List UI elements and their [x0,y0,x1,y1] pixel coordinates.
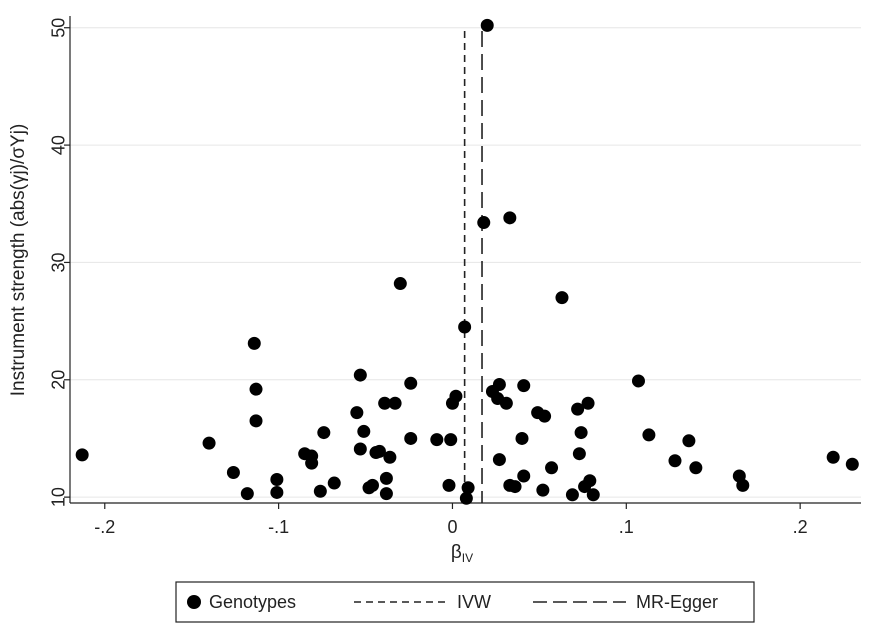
data-point [682,434,696,448]
data-point [736,478,750,492]
data-point [317,426,331,440]
data-point [642,428,656,442]
grid-lines [70,27,861,498]
data-point [458,320,472,334]
data-point [586,488,600,502]
data-point [365,478,379,492]
data-point [845,457,859,471]
data-point [459,491,473,505]
data-point [449,389,463,403]
data-point [555,291,569,305]
data-point [565,488,579,502]
data-point [357,424,371,438]
y-axis-title: Instrument strength (abs(γj)/σYj) [8,124,29,397]
data-point [508,480,522,494]
data-point [247,336,261,350]
data-point [517,379,531,393]
legend-box [175,581,755,623]
y-tick-label: 30 [49,252,69,272]
data-point [545,461,559,475]
data-points [75,18,859,505]
data-point [226,465,240,479]
data-point [327,476,341,490]
data-point [581,396,595,410]
x-tick-label: -.1 [268,517,289,537]
y-axis-ticks: 10 20 30 40 50 [49,18,70,507]
data-point [350,406,364,420]
data-point [270,485,284,499]
legend-marker-genotypes [187,595,201,609]
data-point [826,450,840,464]
data-point [404,431,418,445]
legend: Genotypes IVW MR-Egger [175,581,755,623]
data-point [515,431,529,445]
data-point [668,454,682,468]
data-point [404,376,418,390]
data-point [393,277,407,291]
data-point [536,483,550,497]
y-tick-label: 20 [49,370,69,390]
data-point [499,396,513,410]
data-point [492,377,506,391]
data-point [538,409,552,423]
data-point [372,444,386,458]
data-point [249,382,263,396]
data-point [572,447,586,461]
data-point [240,487,254,501]
x-axis-title: βIV [451,542,473,565]
x-tick-label: -.2 [94,517,115,537]
data-point [379,471,393,485]
y-tick-label: 10 [49,487,69,507]
data-point [305,456,319,470]
y-tick-label: 50 [49,18,69,38]
data-point [444,433,458,447]
data-point [379,487,393,501]
data-point [442,478,456,492]
data-point [477,216,491,230]
data-point [388,396,402,410]
data-point [270,473,284,487]
plot-area [70,16,861,503]
data-point [353,368,367,382]
data-point [202,436,216,450]
y-tick-label: 40 [49,135,69,155]
x-tick-label: 0 [447,517,457,537]
data-point [480,18,494,32]
reference-lines [463,31,483,503]
data-point [383,450,397,464]
data-point [517,469,531,483]
data-point [571,402,585,416]
data-point [353,442,367,456]
data-point [378,396,392,410]
x-tick-label: .1 [619,517,634,537]
legend-label-genotypes: Genotypes [209,592,296,612]
data-point [503,211,517,225]
data-point [430,433,444,447]
data-point [461,481,475,495]
data-point [631,374,645,388]
data-point [583,474,597,488]
data-point [492,453,506,467]
data-point [574,426,588,440]
data-point [689,461,703,475]
data-point [313,484,327,498]
legend-label-ivw: IVW [457,592,491,612]
x-tick-label: .2 [793,517,808,537]
data-point [249,414,263,428]
x-axis-ticks: -.2 -.1 0 .1 .2 [94,503,808,537]
data-point [75,448,89,462]
legend-label-mr-egger: MR-Egger [636,592,718,612]
